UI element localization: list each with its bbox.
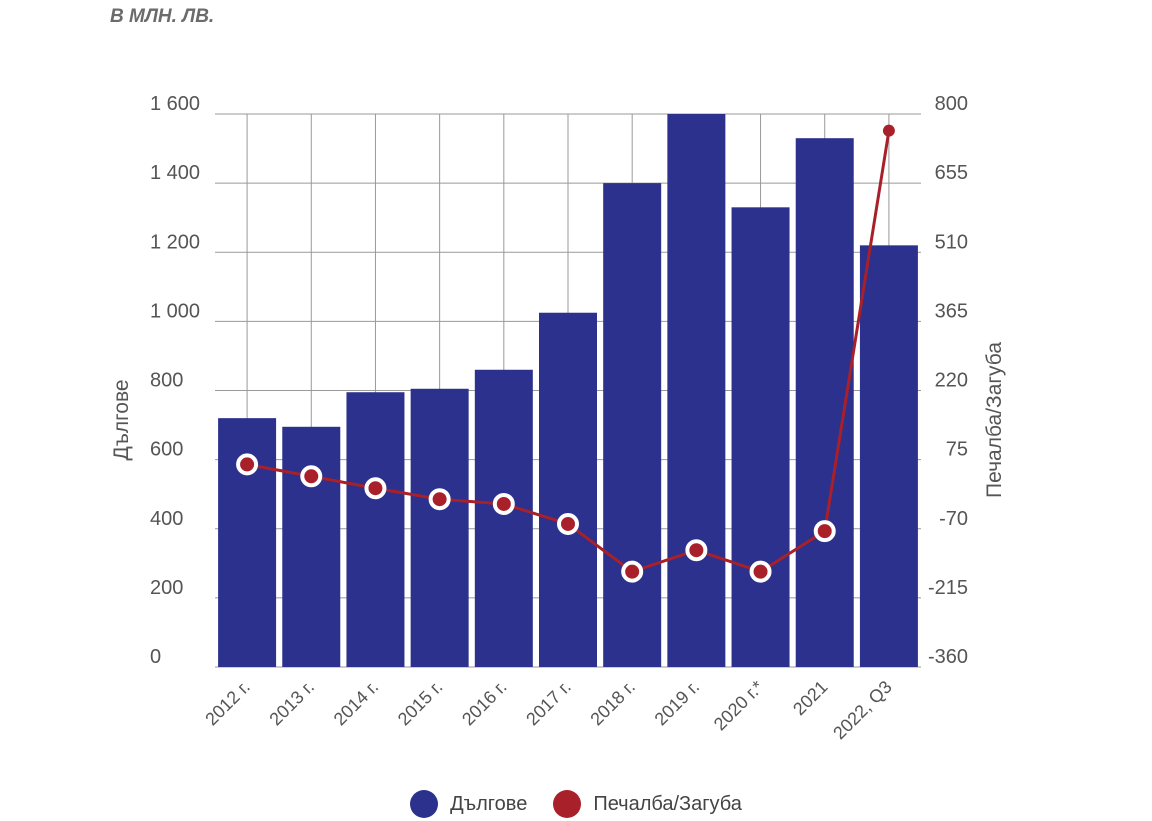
bar: [539, 312, 597, 667]
x-tick-label: 2019 г.: [651, 677, 704, 730]
x-axis-ticks: 2012 г. 2013 г. 2014 г. 2015 г. 2016 г. 2017 …: [201, 677, 895, 744]
y2-tick-label: 365: [935, 300, 968, 322]
x-tick-label: 2021: [789, 677, 831, 719]
bar: [474, 369, 533, 667]
x-tick-label: 2020 г.*: [710, 677, 768, 735]
x-tick-label: 2015 г.: [394, 677, 447, 730]
bar: [731, 207, 790, 667]
x-tick-label: 2013 г.: [265, 677, 318, 730]
profit-point: [300, 465, 323, 488]
profit-point: [685, 539, 708, 562]
y-tick-label: 0: [150, 646, 161, 668]
legend-profit-swatch: [553, 790, 582, 818]
y2-tick-label: 75: [946, 439, 968, 461]
y-tick-label: 200: [150, 577, 183, 599]
y2-tick-label: 510: [935, 231, 968, 253]
y-tick-label: 600: [150, 439, 183, 461]
y-tick-label: 1 000: [150, 300, 200, 322]
y2-tick-label: -360: [928, 646, 968, 668]
x-tick-label: 2016 г.: [458, 677, 511, 730]
bar: [410, 388, 469, 667]
right-axis-ticks: -360 -215 -70 75 220 365 510 655 800: [928, 93, 968, 668]
y-tick-label: 1 400: [150, 162, 200, 184]
y-tick-label: 1 600: [150, 93, 200, 115]
y2-tick-label: -70: [939, 508, 968, 530]
profit-point: [749, 560, 772, 583]
y2-tick-label: 800: [935, 93, 968, 115]
profit-point: [621, 560, 644, 583]
profit-point: [557, 512, 579, 535]
bar: [282, 426, 341, 667]
bar: [603, 183, 662, 667]
left-axis-title: Дългове: [110, 379, 133, 460]
bar: [667, 114, 726, 667]
y-tick-label: 1 200: [150, 231, 200, 253]
x-tick-label: 2014 г.: [330, 677, 383, 730]
bar: [346, 392, 405, 667]
profit-point: [492, 492, 515, 515]
unit-label: В МЛН. ЛВ.: [110, 6, 215, 27]
legend-item-debts[interactable]: Дългове: [410, 790, 527, 818]
legend-debts-label: Дългове: [450, 792, 528, 815]
legend-debts-swatch: [410, 790, 439, 818]
profit-point: [882, 124, 895, 137]
profit-point: [428, 488, 451, 511]
right-axis-title: Печалба/Загуба: [983, 342, 1006, 498]
x-tick-label: 2018 г.: [586, 677, 639, 730]
legend: Дългове Печалба/Загуба: [0, 790, 1152, 818]
left-axis-ticks: 0 200 400 600 800 1 000 1 200 1 400 1 600: [150, 93, 200, 668]
y2-tick-label: 220: [935, 370, 968, 392]
legend-profit-label: Печалба/Загуба: [593, 792, 742, 815]
bar: [859, 245, 918, 667]
profit-point: [813, 520, 836, 543]
y2-tick-label: -215: [928, 577, 968, 599]
profit-point: [364, 477, 387, 500]
x-tick-label: 2022, Q3: [829, 677, 896, 744]
profit-line: [236, 124, 895, 583]
legend-item-profit[interactable]: Печалба/Загуба: [553, 790, 742, 818]
x-tick-label: 2012 г.: [201, 677, 254, 730]
y-tick-label: 800: [150, 370, 183, 392]
y-tick-label: 400: [150, 508, 183, 530]
x-tick-label: 2017 г.: [522, 677, 575, 730]
profit-point: [236, 453, 259, 476]
y2-tick-label: 655: [935, 162, 968, 184]
